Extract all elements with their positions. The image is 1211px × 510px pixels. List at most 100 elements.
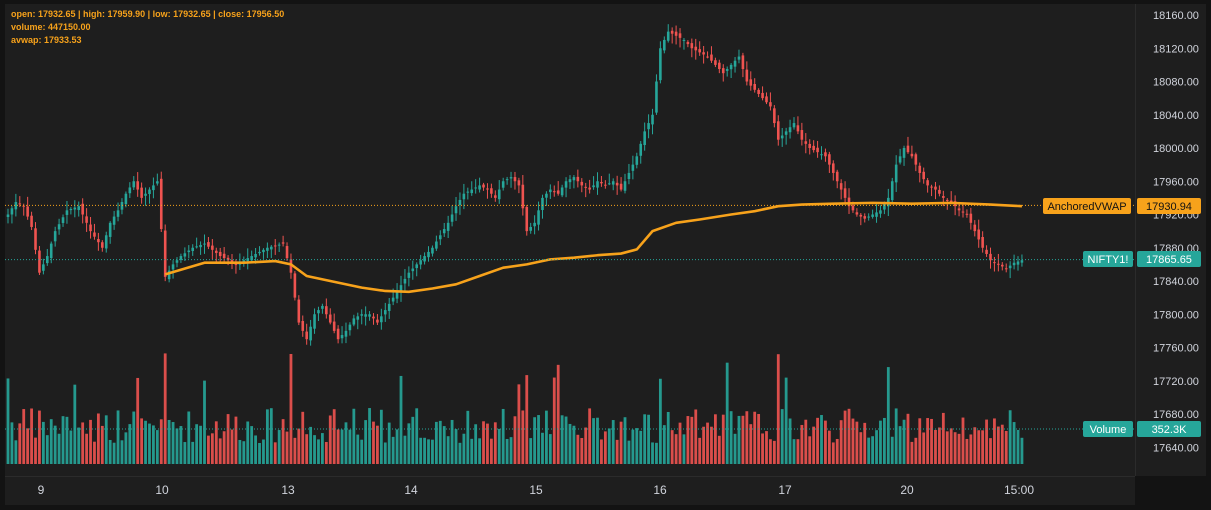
price-axis[interactable]: 18160.00 18120.00 18080.00 18040.00 18000.00… bbox=[1135, 4, 1206, 476]
candle-body bbox=[796, 125, 800, 132]
price-tick-label: 17960.00 bbox=[1153, 176, 1199, 188]
volume-bar bbox=[934, 429, 937, 464]
candle-body bbox=[273, 245, 277, 247]
volume-bar bbox=[356, 434, 360, 464]
legend-ohlc: open: 17932.65 | high: 17959.90 | low: 1… bbox=[11, 9, 285, 19]
candle-body bbox=[297, 299, 301, 323]
volume-bar bbox=[376, 425, 379, 464]
volume-bar bbox=[6, 378, 10, 464]
time-axis[interactable]: 9 10 13 14 15 16 17 20 15:00 bbox=[5, 476, 1135, 505]
price-tick-label: 18080.00 bbox=[1153, 77, 1199, 89]
candle-body bbox=[22, 205, 26, 207]
candle-body bbox=[957, 208, 961, 211]
candle-body bbox=[757, 89, 760, 94]
volume-bar bbox=[993, 418, 996, 464]
time-tick-label: 15 bbox=[529, 483, 543, 497]
volume-bar bbox=[607, 428, 611, 464]
volume-bar bbox=[175, 428, 179, 464]
candle-body bbox=[313, 314, 316, 329]
volume-bar bbox=[324, 441, 328, 464]
volume-bar bbox=[22, 409, 26, 464]
time-tick-label: 9 bbox=[38, 483, 45, 497]
plot-area[interactable] bbox=[5, 4, 1135, 476]
candle-body bbox=[580, 181, 584, 186]
candle-body bbox=[446, 222, 450, 231]
volume-bar bbox=[124, 432, 128, 464]
candle-body bbox=[65, 210, 69, 215]
volume-bar bbox=[61, 416, 65, 464]
candle-body bbox=[855, 212, 859, 215]
candle-body bbox=[843, 188, 847, 198]
volume-bar bbox=[835, 438, 839, 464]
volume-bar bbox=[831, 442, 835, 464]
volume-bar bbox=[859, 432, 863, 464]
volume-bar bbox=[85, 433, 88, 464]
candle-body bbox=[124, 193, 128, 205]
candle-body bbox=[104, 235, 108, 249]
candle-body bbox=[6, 214, 10, 217]
volume-bar bbox=[419, 437, 423, 464]
volume-bar bbox=[258, 442, 261, 464]
volume-bar bbox=[666, 411, 670, 464]
volume-bar bbox=[733, 433, 737, 464]
candle-body bbox=[478, 185, 481, 190]
candle-body bbox=[898, 156, 902, 163]
candle-body bbox=[804, 141, 808, 144]
volume-bar bbox=[623, 417, 627, 464]
volume-bar bbox=[234, 416, 238, 464]
time-tick-label: 13 bbox=[281, 483, 295, 497]
price-tick-label: 18000.00 bbox=[1153, 143, 1199, 155]
candle-body bbox=[969, 213, 973, 223]
volume-bar bbox=[662, 425, 666, 464]
candle-body bbox=[545, 193, 548, 198]
candle-body bbox=[486, 188, 489, 190]
candle-body bbox=[89, 224, 92, 232]
volume-bar bbox=[30, 408, 33, 464]
candle-body bbox=[761, 92, 764, 99]
volume-bar bbox=[745, 411, 749, 464]
candle-body bbox=[175, 260, 179, 263]
volume-bar bbox=[289, 353, 293, 464]
candle-body bbox=[136, 181, 139, 190]
volume-bar bbox=[556, 364, 560, 464]
candle-body bbox=[828, 154, 831, 165]
volume-bar bbox=[851, 418, 855, 464]
candle-body bbox=[26, 206, 29, 217]
candle-body bbox=[572, 177, 576, 181]
candle-body bbox=[776, 121, 780, 140]
candle-body bbox=[93, 232, 96, 237]
candle-body bbox=[686, 41, 690, 45]
candle-body bbox=[600, 181, 603, 184]
candle-body bbox=[132, 181, 136, 188]
volume-bar bbox=[470, 438, 474, 464]
candle-body bbox=[627, 172, 631, 179]
price-volume-plot[interactable] bbox=[5, 4, 1135, 476]
candle-body bbox=[128, 187, 132, 194]
volume-bar bbox=[328, 415, 332, 464]
volume-bar bbox=[427, 439, 430, 464]
volume-bar bbox=[254, 435, 257, 464]
volume-bar bbox=[631, 429, 635, 464]
volume-bar bbox=[525, 375, 529, 464]
candle-body bbox=[301, 320, 305, 331]
candle-body bbox=[336, 328, 340, 340]
volume-bar bbox=[906, 413, 910, 464]
candle-body bbox=[1016, 261, 1020, 265]
volume-bar bbox=[548, 434, 552, 464]
candle-body bbox=[851, 205, 855, 211]
volume-bar bbox=[108, 439, 112, 464]
candle-body bbox=[203, 243, 206, 245]
volume-bar bbox=[596, 417, 599, 464]
candle-body bbox=[576, 176, 580, 182]
candle-body bbox=[376, 319, 379, 323]
candle-body bbox=[372, 316, 375, 319]
candle-body bbox=[651, 114, 654, 125]
candle-body bbox=[116, 210, 120, 217]
volume-bar bbox=[93, 441, 96, 464]
candle-body bbox=[973, 224, 977, 232]
candle-body bbox=[890, 181, 894, 201]
volume-bar bbox=[493, 422, 497, 464]
volume-bar bbox=[73, 384, 77, 464]
candle-body bbox=[670, 30, 674, 34]
candle-body bbox=[120, 202, 124, 210]
